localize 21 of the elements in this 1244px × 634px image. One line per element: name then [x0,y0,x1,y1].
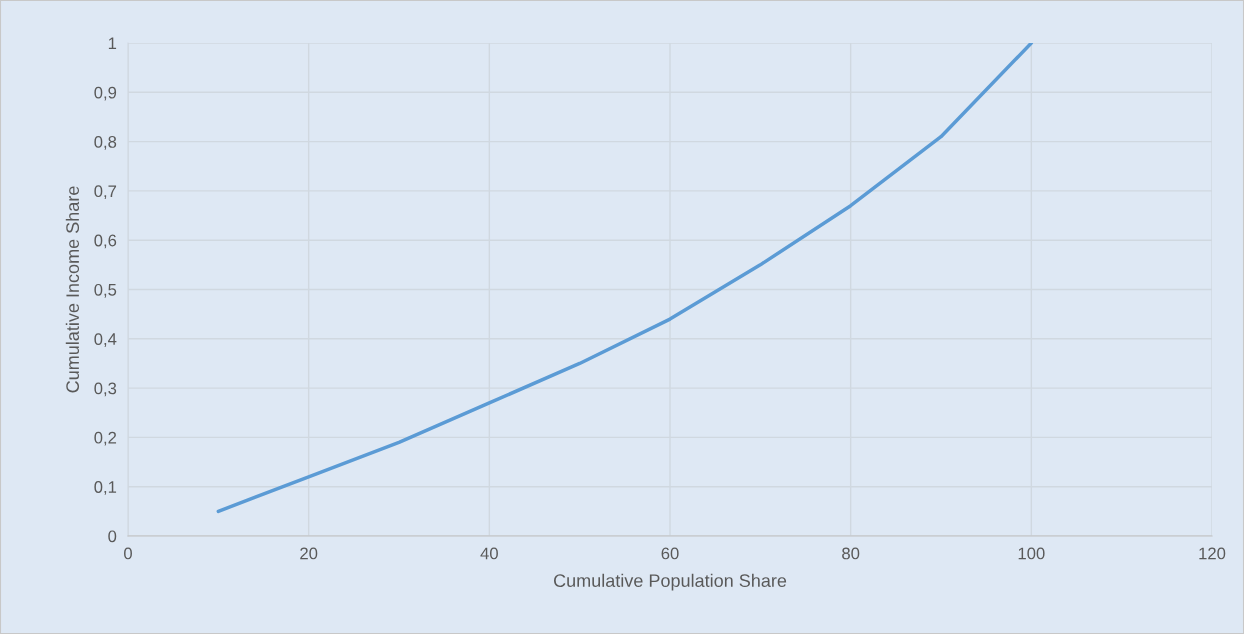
x-tick-label: 80 [842,547,860,560]
x-axis-title: Cumulative Population Share [553,573,787,591]
y-tick-label: 0,3 [94,382,117,397]
x-tick-label: 0 [124,547,132,560]
y-tick-label: 0,6 [94,234,117,249]
x-tick-label: 60 [661,547,679,560]
x-tick-label: 100 [1018,547,1045,560]
y-tick-label: 0,5 [94,283,117,298]
y-tick-label: 0,2 [94,431,117,446]
y-tick-label: 1 [108,37,117,50]
y-tick-label: 0,7 [94,185,117,200]
y-tick-label: 0,8 [94,136,117,150]
line-series [216,43,1034,514]
y-axis-title: Cumulative Income Share [65,186,80,393]
y-tick-label: 0,4 [94,333,117,347]
y-tick-label: 0,9 [94,86,117,101]
x-tick-label: 40 [480,547,498,560]
y-tick-label: 0,1 [94,481,117,495]
x-tick-label: 20 [300,547,318,560]
y-tick-label: 0 [108,530,117,543]
x-tick-label: 120 [1199,547,1226,560]
